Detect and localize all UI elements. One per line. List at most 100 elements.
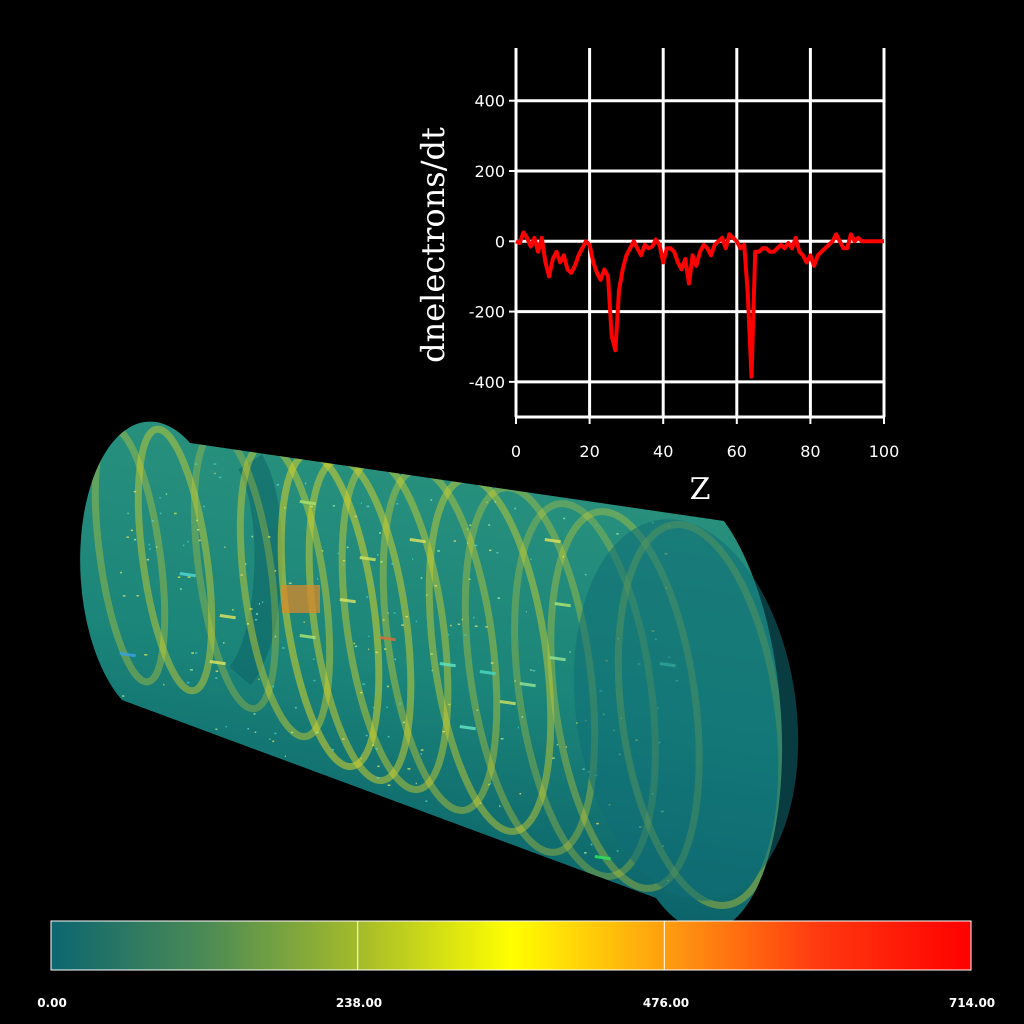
speckle <box>407 768 411 770</box>
speckle <box>517 726 519 729</box>
speckle <box>415 620 417 623</box>
speckle <box>496 552 499 554</box>
speckle <box>420 753 422 755</box>
speckle <box>271 685 275 688</box>
speckle <box>379 532 382 534</box>
speckle <box>203 505 205 508</box>
particle-streak <box>554 601 571 608</box>
x-tick-label: 0 <box>511 442 521 461</box>
speckle <box>466 542 468 544</box>
speckle <box>514 680 516 682</box>
y-tick-label: 200 <box>474 162 505 181</box>
particle-streak <box>339 598 356 604</box>
y-tick-label: -200 <box>469 303 505 322</box>
speckle <box>144 654 148 656</box>
speckle <box>494 501 497 503</box>
speckle <box>251 535 254 538</box>
speckle <box>190 669 193 671</box>
speckle <box>254 731 257 733</box>
speckle <box>215 670 219 672</box>
speckle <box>310 505 313 508</box>
particle-streak <box>439 662 456 668</box>
speckle <box>398 703 402 705</box>
particle-streak <box>299 499 316 506</box>
speckle <box>196 519 199 522</box>
speckle <box>469 524 472 527</box>
speckle <box>584 852 587 854</box>
chart-grid <box>509 48 886 424</box>
speckle <box>274 732 277 735</box>
speckle <box>240 574 243 576</box>
speckle <box>376 777 380 779</box>
particle-streak <box>299 633 316 640</box>
ring-band <box>134 425 216 695</box>
speckle <box>136 595 139 597</box>
speckle <box>420 577 423 579</box>
speckle <box>254 619 258 621</box>
speckle <box>590 843 593 846</box>
speckle <box>313 658 315 660</box>
series-line <box>515 230 884 379</box>
speckle <box>480 802 482 804</box>
speckle <box>375 651 379 654</box>
speckle <box>159 497 161 499</box>
particle-streak <box>379 635 396 642</box>
speckle <box>474 625 478 627</box>
speckle <box>616 850 619 852</box>
speckle <box>584 573 587 576</box>
speckle <box>530 816 532 819</box>
speckle <box>474 544 478 547</box>
speckle <box>380 561 383 563</box>
speckle <box>127 512 129 515</box>
speckle <box>294 707 297 709</box>
speckle <box>276 484 280 486</box>
particle-streak <box>359 556 376 562</box>
speckle <box>177 576 181 578</box>
speckle <box>616 533 619 535</box>
speckle <box>159 512 162 515</box>
speckle <box>562 555 564 558</box>
speckle <box>313 679 316 682</box>
speckle <box>120 571 122 574</box>
speckle <box>213 463 217 465</box>
speckle <box>174 512 177 515</box>
speckle <box>321 550 324 552</box>
x-tick-label: 40 <box>653 442 673 461</box>
particle-streak <box>219 614 236 620</box>
speckle <box>267 536 271 538</box>
x-tick-label: 20 <box>579 442 599 461</box>
particle-streak <box>499 700 516 706</box>
speckle <box>274 635 277 638</box>
speckle <box>187 576 191 578</box>
speckle <box>521 716 523 718</box>
speckle <box>499 805 501 807</box>
speckle <box>249 608 253 610</box>
speckle <box>360 691 363 694</box>
speckle <box>291 731 294 734</box>
speckle <box>262 601 264 603</box>
speckle <box>430 653 433 655</box>
speckle <box>430 499 433 501</box>
speckle <box>194 463 198 465</box>
speckle <box>353 642 355 645</box>
speckle <box>394 658 396 661</box>
speckle <box>191 652 194 654</box>
speckle <box>215 677 218 679</box>
speckle <box>377 554 379 556</box>
speckle <box>133 538 137 541</box>
speckle <box>431 669 433 672</box>
speckle <box>354 515 357 518</box>
speckle <box>354 645 358 648</box>
speckle <box>476 709 479 711</box>
speckle <box>332 505 335 507</box>
colorbar-label-3: 476.00 <box>643 996 689 1010</box>
speckle <box>130 529 133 532</box>
speckle <box>342 563 344 566</box>
speckle <box>253 713 256 715</box>
speckle <box>565 746 567 748</box>
speckle <box>346 546 349 549</box>
speckle <box>258 678 260 681</box>
speckle <box>448 703 451 706</box>
speckle <box>401 624 404 626</box>
speckle <box>387 784 391 786</box>
